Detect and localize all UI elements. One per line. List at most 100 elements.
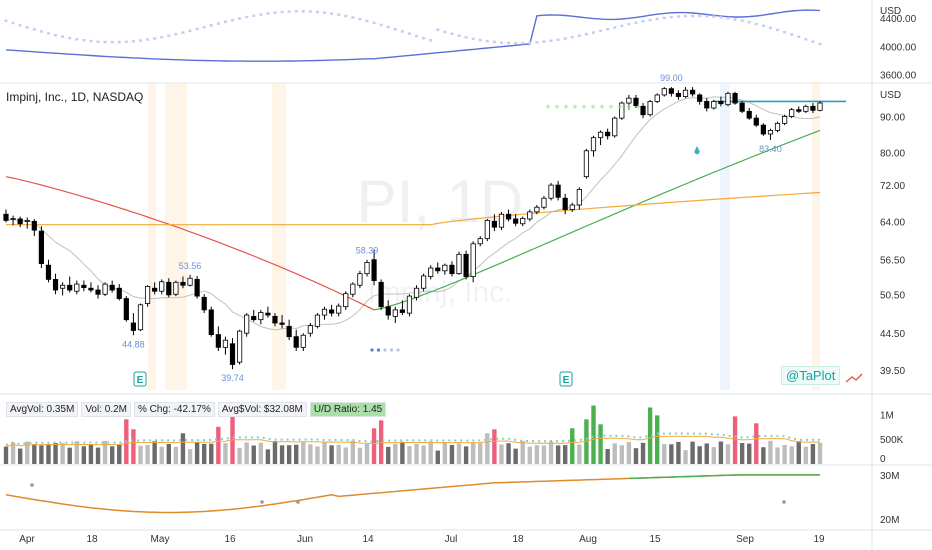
avg-dollar-vol-stat: Avg$Vol: $32.08M — [217, 402, 307, 417]
candle-body — [229, 343, 236, 365]
relative-strength-dash — [337, 13, 341, 16]
candle-body — [343, 293, 349, 308]
volume-bar — [329, 445, 334, 464]
candle-body — [817, 102, 823, 111]
relative-strength-dash — [613, 26, 617, 29]
candle-body — [477, 238, 483, 245]
candle-body — [597, 131, 604, 139]
volume-bar — [817, 442, 823, 464]
relative-strength-dash — [528, 41, 532, 45]
volume-bar — [513, 448, 518, 464]
relative-strength-dash — [648, 18, 652, 22]
volume-bar — [400, 441, 405, 464]
bottom-marker-dot — [782, 500, 786, 504]
candle-body — [286, 325, 292, 338]
x-axis-tick: 18 — [86, 534, 98, 545]
volume-bar — [647, 407, 653, 464]
volume-bar — [591, 405, 596, 464]
signal-dot: + — [563, 102, 568, 112]
candle-body — [378, 281, 384, 308]
x-axis-tick: Jun — [297, 534, 313, 545]
relative-strength-dash — [315, 10, 319, 14]
signal-dot: + — [617, 102, 622, 112]
main-axis-tick: 56.50 — [880, 256, 905, 267]
volume-bar — [194, 442, 200, 464]
x-axis-tick: 16 — [224, 534, 236, 545]
volume-bar — [506, 443, 511, 464]
relative-strength-dash — [627, 23, 631, 26]
candle-body — [413, 287, 420, 298]
candle-body — [152, 287, 158, 292]
relative-strength-dash — [160, 35, 164, 39]
relative-strength-dash — [273, 11, 277, 14]
top-axis-tick: 4400.00 — [880, 14, 917, 25]
candle-body — [45, 264, 52, 280]
relative-strength-dash — [379, 23, 383, 27]
relative-strength-dash — [245, 15, 249, 19]
candle-body — [583, 150, 590, 178]
candle-body — [640, 105, 646, 116]
relative-strength-dash — [684, 14, 688, 18]
relative-strength-dash — [740, 19, 744, 22]
volume-bar — [308, 444, 313, 464]
candle-body — [399, 309, 405, 313]
volume-bar — [350, 440, 356, 464]
signal-dot: + — [581, 102, 586, 112]
ma-red-line — [5, 176, 375, 311]
candle-body — [208, 309, 214, 335]
volume-bar — [499, 444, 504, 464]
volume-bar — [265, 449, 271, 464]
candle-body — [10, 218, 16, 220]
relative-strength-dash — [535, 41, 539, 44]
volume-bar — [173, 446, 179, 464]
signal-dot: + — [590, 102, 595, 112]
candle-body — [109, 284, 115, 291]
price-annotation: 39.74 — [221, 373, 244, 383]
candle-body — [52, 278, 59, 291]
relative-strength-dash — [209, 24, 213, 27]
relative-strength-dash — [407, 32, 411, 35]
relative-strength-dash — [351, 16, 355, 19]
relative-strength-dash — [655, 17, 659, 21]
relative-strength-dash — [478, 38, 482, 42]
relative-strength-dash — [131, 39, 135, 43]
candle-body — [38, 230, 44, 264]
relative-strength-dash — [443, 30, 447, 34]
relative-strength-dash — [330, 12, 334, 15]
relative-strength-dash — [138, 39, 142, 42]
volume-bar — [117, 444, 122, 464]
signal-dot — [376, 348, 381, 352]
relative-strength-dash — [167, 34, 171, 38]
relative-strength-dash — [231, 18, 235, 22]
avg-vol-stat: AvgVol: 0.35M — [6, 402, 79, 417]
x-axis-tick: 14 — [362, 534, 374, 545]
pct-chg-stat: % Chg: -42.17% — [134, 402, 215, 417]
relative-strength-dash — [563, 37, 567, 40]
candle-body — [647, 101, 653, 116]
volume-bar — [138, 445, 143, 464]
candle-body — [576, 189, 582, 206]
candle-body — [265, 312, 271, 316]
relative-strength-dash — [818, 42, 822, 46]
relative-strength-dash — [499, 41, 503, 44]
volume-bar — [386, 446, 391, 464]
main-axis-tick: 80.00 — [880, 149, 905, 160]
volume-bar — [803, 446, 809, 464]
volume-bar — [95, 447, 101, 464]
candle-body — [541, 197, 547, 208]
volume-bar — [159, 446, 164, 464]
relative-strength-dash — [783, 30, 787, 34]
relative-strength-dash — [620, 24, 624, 28]
candle-body — [668, 88, 674, 94]
relative-strength-dash — [776, 28, 780, 32]
candle-body — [789, 109, 795, 117]
taplot-branding[interactable]: @TaPlot — [781, 366, 841, 385]
candle-body — [732, 92, 738, 104]
relative-strength-dash — [25, 26, 29, 29]
volume-bar — [336, 444, 341, 464]
candle-body — [95, 289, 101, 295]
relative-strength-dash — [181, 31, 185, 34]
relative-strength-dash — [124, 40, 128, 44]
volume-bar — [407, 446, 412, 464]
